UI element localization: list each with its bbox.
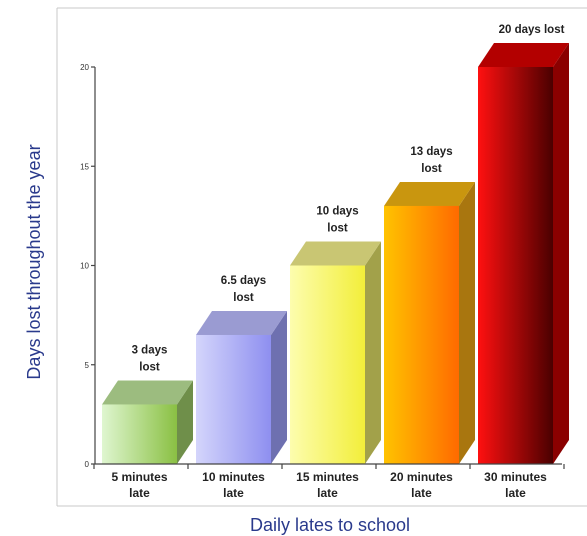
bar-front [290, 265, 365, 464]
data-label: 3 days lost [132, 344, 168, 373]
y-axis-title: Days lost throughout the year [24, 144, 44, 379]
bar-top [290, 241, 381, 266]
x-tick-label: 10 minutes late [202, 470, 265, 500]
y-axis: 0 5 10 15 20 [80, 63, 565, 469]
bar [384, 181, 475, 464]
x-tick-label: 5 minutes late [111, 470, 167, 500]
y-tick-label: 10 [80, 262, 89, 271]
bar-front [196, 334, 271, 464]
x-tick-label: 15 minutes late [296, 470, 359, 500]
bar-top [478, 43, 569, 67]
x-tick-label: 20 minutes late [390, 470, 453, 500]
bar-side [459, 181, 475, 464]
bar-front [384, 205, 459, 464]
data-label: 13 days lost [410, 146, 452, 175]
x-axis-labels: 5 minutes late 10 minutes late 15 minutes lat… [111, 470, 547, 500]
bar-top [384, 181, 475, 206]
bar-top [102, 380, 193, 405]
data-labels: 3 days lost 6.5 days lost 10 days lost 13 days… [132, 24, 565, 373]
bars [102, 43, 569, 464]
bar-side [553, 43, 569, 464]
data-label: 6.5 days lost [221, 275, 266, 304]
y-tick-label: 0 [85, 460, 90, 469]
chart-frame [56, 7, 587, 507]
bar-side [177, 380, 193, 464]
y-tick-label: 15 [80, 162, 89, 171]
data-label: 20 days lost [499, 24, 565, 36]
bar-top [196, 310, 287, 335]
x-axis-title: Daily lates to school [250, 515, 410, 535]
bar-side [271, 310, 287, 464]
bar-front [102, 404, 177, 464]
bar [196, 310, 287, 464]
bar-front [478, 67, 553, 464]
bar [102, 380, 193, 464]
y-tick-label: 5 [85, 361, 90, 370]
x-tick-label: 30 minutes late [484, 470, 547, 500]
data-label: 10 days lost [316, 206, 358, 235]
bar [478, 43, 569, 464]
bar [290, 241, 381, 464]
bar-side [365, 241, 381, 464]
y-tick-label: 20 [80, 63, 89, 72]
